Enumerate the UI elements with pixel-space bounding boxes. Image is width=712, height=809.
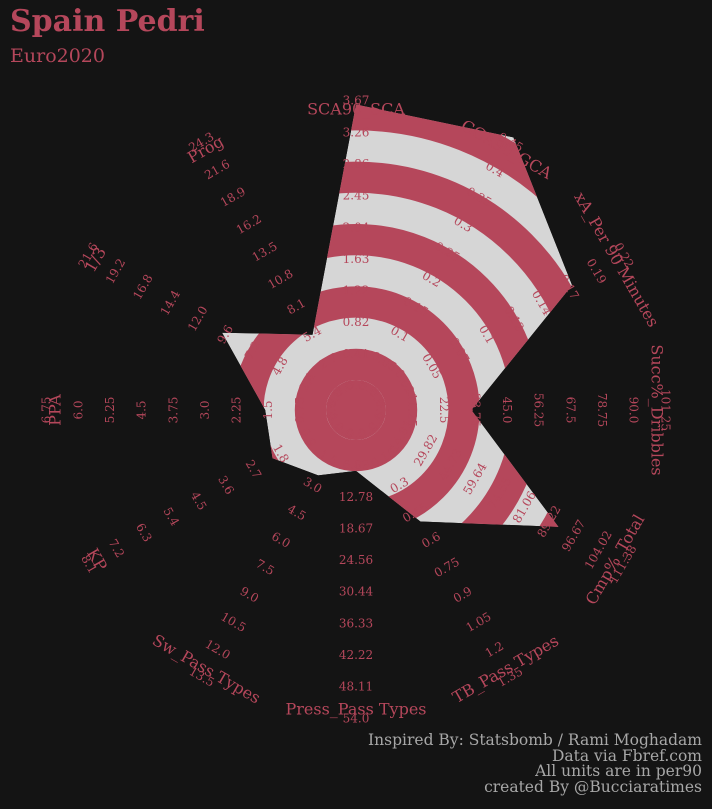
axis-tick-label: 18.9 xyxy=(218,184,248,209)
axis-tick-label: 54.0 xyxy=(343,711,370,725)
axis-tick-label: 9.0 xyxy=(238,584,262,606)
axis-tick-label: 36.33 xyxy=(339,616,373,630)
radar-ring-band xyxy=(222,161,573,527)
axis-tick-label: 3.75 xyxy=(166,397,180,424)
credit-inspired: Inspired By: Statsbomb / Rami Moghadam xyxy=(368,731,702,749)
axis-tick-label: 0.41 xyxy=(343,347,370,361)
axis-label: PPA xyxy=(46,394,65,426)
axis-tick-label: 8.1 xyxy=(284,296,308,318)
axis-tick-label: 0.19 xyxy=(584,256,609,286)
axis-tick-label: 0.75 xyxy=(432,555,462,580)
credit-author: created By @Bucciaratimes xyxy=(484,777,702,796)
axis-tick-label: 2.04 xyxy=(343,220,370,234)
axis-tick-label: 21.6 xyxy=(202,157,232,182)
axis-tick-label: 0.0 xyxy=(325,400,339,419)
axis-label: SCA90_SCA xyxy=(307,100,405,119)
axis-tick-label: 6.75 xyxy=(40,397,54,424)
axis-tick-label: 4.5 xyxy=(188,489,210,513)
radar-hub xyxy=(326,380,386,440)
axis-tick-label: 10.8 xyxy=(265,266,295,291)
axis-tick-label: 5.25 xyxy=(103,397,117,424)
axis-tick-label: 22.5 xyxy=(437,397,451,424)
axis-tick-label: 6.3 xyxy=(133,521,155,545)
axis-tick-label: 12.0 xyxy=(185,304,210,334)
axis-tick-label: 11.25 xyxy=(405,393,419,427)
axis-label: Press_Pass Types xyxy=(285,700,426,719)
axis-tick-label: 2.86 xyxy=(343,157,370,171)
axis-tick-label: 7.2 xyxy=(106,537,128,561)
axis-tick-label: 4.5 xyxy=(285,502,309,524)
axis-tick-label: 12.78 xyxy=(339,490,373,504)
axis-tick-label: 33.75 xyxy=(468,393,482,427)
axis-tick-label: 3.0 xyxy=(198,400,212,419)
axis-tick-label: 0.0 xyxy=(346,379,365,393)
axis-tick-label: 3.0 xyxy=(301,474,325,496)
axis-tick-label: 67.5 xyxy=(563,397,577,424)
axis-tick-label: 90.0 xyxy=(627,397,641,424)
axis-tick-label: 6.0 xyxy=(269,529,293,551)
axis-tick-label: 45.0 xyxy=(500,397,514,424)
axis-tick-label: 16.8 xyxy=(130,272,155,302)
axis-tick-label: 1.22 xyxy=(343,284,370,298)
page-subtitle: Euro2020 xyxy=(10,45,105,67)
axis-tick-label: 2.25 xyxy=(230,397,244,424)
axis-tick-label: 3.67 xyxy=(343,94,370,108)
axis-tick-label: 0.0 xyxy=(374,400,388,419)
axis-tick-label: 42.22 xyxy=(339,648,373,662)
axis-tick-label: 7.5 xyxy=(253,557,277,579)
axis-tick-label: 13.5 xyxy=(250,239,280,264)
axis-tick-label: 0.75 xyxy=(293,397,307,424)
radar-ring-band xyxy=(294,348,418,472)
axis-tick-label: 24.56 xyxy=(339,553,373,567)
axis-label: TB_Pass Types xyxy=(449,631,562,707)
axis-tick-label: 0.6 xyxy=(419,529,443,551)
axis-tick-label: 1.63 xyxy=(343,252,370,266)
axis-tick-label: 19.2 xyxy=(103,256,128,286)
axis-tick-label: 16.2 xyxy=(234,212,264,237)
axis-tick-label: 78.75 xyxy=(595,393,609,427)
radar-ring-band xyxy=(222,104,573,527)
axis-tick-label: 18.67 xyxy=(339,521,373,535)
axis-tick-label: 14.4 xyxy=(158,287,184,317)
axis-label: xA_Per 90 Minutes xyxy=(570,189,663,331)
axis-tick-label: 48.11 xyxy=(339,680,373,694)
axis-tick-label: 5.4 xyxy=(160,505,182,529)
page-title: Spain Pedri xyxy=(10,4,205,39)
axis-tick-label: 3.6 xyxy=(215,473,237,497)
credit-units: All units are in per90 xyxy=(535,762,702,781)
axis-tick-label: 10.5 xyxy=(218,609,248,634)
axis-tick-label: 1.05 xyxy=(463,609,493,634)
axis-tick-label: 2.45 xyxy=(343,189,370,203)
axis-tick-label: 1.5 xyxy=(261,400,275,419)
axis-tick-label: 6.0 xyxy=(71,400,85,419)
axis-tick-label: 56.25 xyxy=(532,393,546,427)
axis-tick-label: 96.67 xyxy=(559,517,588,554)
axis-tick-label: 2.7 xyxy=(243,457,265,481)
axis-tick-label: 0.82 xyxy=(343,315,370,329)
axis-label: Succ%_Dribbles xyxy=(648,344,667,475)
axis-tick-label: 30.44 xyxy=(339,585,374,599)
credit-data-source: Data via Fbref.com xyxy=(551,746,702,765)
credits: Inspired By: Statsbomb / Rami Moghadam D… xyxy=(368,731,702,796)
axis-tick-label: 1.2 xyxy=(483,639,507,661)
axis-tick-label: 101.25 xyxy=(658,389,672,431)
axis-tick-label: 3.26 xyxy=(343,125,370,139)
axis-tick-label: 6.89 xyxy=(343,458,370,472)
axis-tick-label: 0.9 xyxy=(451,584,475,606)
axis-tick-label: 0.0 xyxy=(346,427,365,441)
axis-tick-label: 4.5 xyxy=(135,400,149,419)
